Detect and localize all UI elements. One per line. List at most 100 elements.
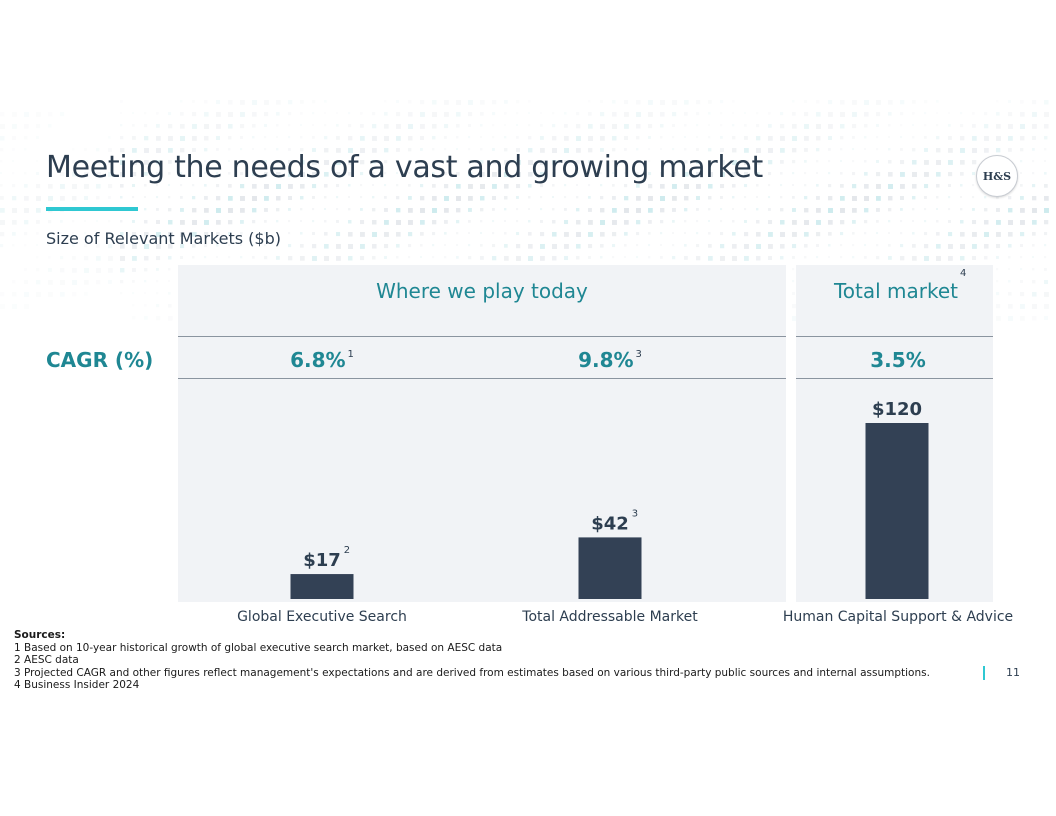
- pattern-dot: [72, 244, 75, 247]
- pattern-dot: [480, 220, 483, 223]
- pattern-dot: [876, 244, 879, 247]
- pattern-dot: [876, 232, 879, 235]
- pattern-dot: [132, 220, 135, 223]
- pattern-dot: [408, 184, 411, 187]
- pattern-dot: [684, 136, 687, 139]
- pattern-dot: [792, 268, 795, 271]
- cagr-value-human-capital: 3.5%: [838, 348, 958, 372]
- pattern-dot: [816, 136, 821, 141]
- pattern-dot: [888, 196, 893, 201]
- pattern-dot: [348, 112, 351, 115]
- pattern-dot: [888, 124, 891, 127]
- pattern-dot: [444, 208, 449, 213]
- pattern-dot: [204, 100, 208, 104]
- pattern-dot: [996, 268, 999, 271]
- pattern-dot: [360, 172, 364, 176]
- pattern-dot: [876, 100, 881, 105]
- pattern-dot: [216, 256, 219, 259]
- pattern-dot: [708, 208, 711, 211]
- pattern-dot: [276, 184, 281, 189]
- pattern-dot: [792, 304, 797, 309]
- pattern-dot: [552, 172, 556, 176]
- pattern-dot: [60, 280, 65, 285]
- header-total-market-footnote: 4: [960, 268, 967, 279]
- pattern-dot: [396, 112, 401, 117]
- pattern-dot: [192, 112, 197, 117]
- pattern-dot: [612, 256, 615, 259]
- pattern-dot: [324, 232, 328, 236]
- pattern-dot: [600, 256, 603, 259]
- pattern-dot: [468, 160, 471, 163]
- pattern-dot: [684, 100, 689, 105]
- pattern-dot: [540, 220, 543, 223]
- pattern-dot: [840, 100, 845, 105]
- pattern-dot: [936, 244, 941, 249]
- pattern-dot: [288, 184, 293, 189]
- pattern-dot: [84, 256, 89, 261]
- pattern-dot: [648, 256, 651, 259]
- pattern-dot: [288, 256, 293, 261]
- pattern-dot: [768, 160, 773, 165]
- pattern-dot: [468, 148, 471, 151]
- pattern-dot: [876, 196, 881, 201]
- pattern-dot: [828, 232, 832, 236]
- pattern-dot: [828, 172, 831, 175]
- pattern-dot: [432, 172, 435, 175]
- pattern-dot: [132, 304, 135, 307]
- pattern-dot: [768, 220, 773, 225]
- pattern-dot: [1044, 220, 1049, 225]
- pattern-dot: [408, 208, 413, 213]
- pattern-dot: [0, 232, 5, 237]
- pattern-dot: [660, 172, 664, 176]
- pattern-dot: [744, 184, 748, 188]
- pattern-dot: [1020, 316, 1025, 321]
- cagr-value-total-addressable-market: 9.8% 3: [550, 348, 670, 372]
- pattern-dot: [228, 160, 231, 163]
- pattern-dot: [756, 220, 760, 224]
- pattern-dot: [1032, 268, 1035, 271]
- pattern-dot: [780, 184, 783, 187]
- pattern-dot: [564, 196, 567, 199]
- pattern-dot: [672, 148, 675, 151]
- pattern-dot: [108, 196, 111, 199]
- pattern-dot: [432, 232, 436, 236]
- pattern-dot: [1020, 256, 1023, 259]
- pattern-dot: [336, 208, 339, 211]
- pattern-dot: [132, 160, 137, 165]
- pattern-dot: [180, 184, 183, 187]
- pattern-dot: [360, 112, 363, 115]
- pattern-dot: [804, 112, 809, 117]
- pattern-dot: [648, 172, 652, 176]
- pattern-dot: [516, 124, 519, 127]
- pattern-dot: [552, 208, 555, 211]
- pattern-dot: [468, 184, 473, 189]
- pattern-dot: [96, 244, 100, 248]
- pattern-dot: [516, 244, 521, 249]
- pattern-dot: [456, 256, 459, 259]
- pattern-dot: [876, 256, 880, 260]
- pattern-dot: [444, 148, 447, 151]
- pattern-dot: [924, 160, 929, 165]
- cagr-footnote: 1: [347, 349, 354, 360]
- pattern-dot: [432, 256, 435, 259]
- pattern-dot: [348, 196, 351, 199]
- pattern-dot: [168, 304, 172, 308]
- pattern-dot: [204, 232, 209, 237]
- pattern-dot: [576, 196, 579, 199]
- pattern-dot: [912, 208, 915, 211]
- pattern-dot: [1008, 244, 1012, 248]
- pattern-dot: [468, 208, 472, 212]
- pattern-dot: [576, 220, 581, 225]
- pattern-dot: [1044, 172, 1047, 175]
- pattern-dot: [924, 256, 929, 261]
- pattern-dot: [744, 112, 747, 115]
- pattern-dot: [216, 244, 219, 247]
- pattern-dot: [960, 172, 964, 176]
- pattern-dot: [468, 232, 471, 235]
- cagr-value-text: 9.8%: [578, 348, 634, 372]
- pattern-dot: [204, 184, 207, 187]
- pattern-dot: [1020, 196, 1024, 200]
- pattern-dot: [660, 256, 663, 259]
- pattern-dot: [588, 100, 591, 103]
- pattern-dot: [624, 244, 627, 247]
